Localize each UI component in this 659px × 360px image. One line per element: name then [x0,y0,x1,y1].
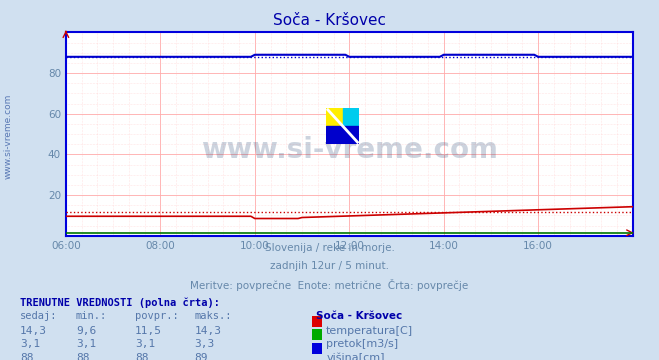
Text: 89: 89 [194,353,208,360]
Text: temperatura[C]: temperatura[C] [326,326,413,336]
Text: 14,3: 14,3 [20,326,47,336]
Text: 11,5: 11,5 [135,326,162,336]
Text: pretok[m3/s]: pretok[m3/s] [326,339,398,349]
Text: zadnjih 12ur / 5 minut.: zadnjih 12ur / 5 minut. [270,261,389,271]
Bar [326,108,343,126]
Text: maks.:: maks.: [194,311,232,321]
Bar [343,108,359,126]
Text: Slovenija / reke in morje.: Slovenija / reke in morje. [264,243,395,253]
Text: Soča - Kršovec: Soča - Kršovec [273,13,386,28]
Text: Meritve: povprečne  Enote: metrične  Črta: povprečje: Meritve: povprečne Enote: metrične Črta:… [190,279,469,291]
Text: 88: 88 [135,353,148,360]
Text: Soča - Kršovec: Soča - Kršovec [316,311,403,321]
Text: TRENUTNE VREDNOSTI (polna črta):: TRENUTNE VREDNOSTI (polna črta): [20,297,219,307]
Text: 3,1: 3,1 [135,339,156,349]
Text: 88: 88 [76,353,89,360]
Text: www.si-vreme.com: www.si-vreme.com [3,94,13,180]
Text: 9,6: 9,6 [76,326,96,336]
Text: povpr.:: povpr.: [135,311,179,321]
Text: 88: 88 [20,353,33,360]
Text: www.si-vreme.com: www.si-vreme.com [201,136,498,165]
Text: 3,3: 3,3 [194,339,215,349]
Text: 3,1: 3,1 [20,339,40,349]
Text: sedaj:: sedaj: [20,311,57,321]
Bar [326,126,359,144]
Text: višina[cm]: višina[cm] [326,353,385,360]
Text: min.:: min.: [76,311,107,321]
Text: 3,1: 3,1 [76,339,96,349]
Text: 14,3: 14,3 [194,326,221,336]
